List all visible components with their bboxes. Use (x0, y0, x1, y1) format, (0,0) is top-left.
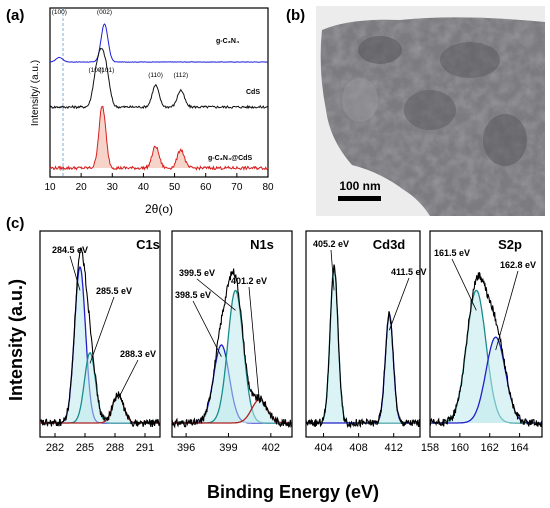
xps-panel-cd3d: Cd3d 405.2 eV 411.5 eV 404 408 412 (305, 230, 427, 454)
panel-a: (a) (100) (002)(100)(101)(110) (112) g-C₃N… (6, 7, 274, 216)
xrd-tick-label: 40 (138, 182, 150, 193)
xrd-tick-label: 80 (262, 182, 274, 193)
xps-tick-label: 408 (349, 442, 367, 454)
xrd-tick-label: 30 (107, 182, 119, 193)
xps-label-arrow (117, 359, 139, 400)
xps-tick-label: 160 (451, 442, 469, 454)
xps-component-fill (306, 313, 420, 423)
xps-label-arrow (495, 270, 519, 351)
scale-bar-label: 100 nm (339, 179, 380, 193)
xrd-fill-composite (50, 106, 268, 170)
panel-c: (c) Intensity (a.u.) Binding Energy (eV)… (6, 215, 543, 502)
xrd-tick-label: 20 (76, 182, 88, 193)
xrd-x-ticks: 10 20 30 40 50 60 70 80 (44, 173, 274, 193)
xps-panel-title: Cd3d (373, 237, 406, 252)
xps-subpanels: C1s 284.5 eV 285.5 eV 288.3 eV 282 285 288 291 N… (39, 230, 543, 454)
xrd-peak-labels: (100) (002)(100)(101)(110) (112) (52, 9, 188, 79)
scale-bar (338, 196, 381, 201)
xps-panel-c1s: C1s 284.5 eV 285.5 eV 288.3 eV 282 285 288 291 (39, 230, 161, 454)
panel-a-letter: (a) (6, 7, 24, 24)
xrd-tick-label: 50 (169, 182, 181, 193)
xps-peak-label: 401.2 eV (231, 276, 267, 286)
xrd-peak-label: (112) (173, 72, 188, 79)
xps-measured-line (39, 247, 161, 427)
xps-tick-label: 396 (177, 442, 195, 454)
xps-tick-label: 158 (421, 442, 439, 454)
xps-frame (429, 230, 543, 438)
xps-tick-label: 162 (481, 442, 499, 454)
series-label-cds: CdS (246, 89, 260, 96)
xps-tick-label: 412 (385, 442, 403, 454)
xps-panel-title: S2p (498, 237, 522, 252)
panel-a-frame (49, 7, 269, 178)
panel-c-letter: (c) (6, 215, 24, 232)
xps-peak-label: 405.2 eV (313, 239, 349, 249)
panel-b: (b) 100 nm (286, 6, 545, 216)
panel-b-letter: (b) (286, 7, 305, 24)
xps-tick-label: 291 (136, 442, 154, 454)
xrd-peak-label: (002) (97, 9, 112, 16)
panel-c-xlabel: Binding Energy (eV) (207, 482, 379, 502)
xps-component-fill (172, 290, 292, 423)
xps-label-arrow (330, 249, 335, 291)
xps-panel-title: C1s (136, 237, 160, 252)
tem-image (320, 17, 545, 216)
xps-peak-label: 161.5 eV (434, 248, 470, 258)
xps-component-fill (430, 337, 542, 423)
xps-peak-label: 399.5 eV (179, 268, 215, 278)
xps-tick-label: 288 (106, 442, 124, 454)
xps-panel-s2p: S2p 161.5 eV 162.8 eV 158 160 162 164 (421, 230, 543, 454)
panel-a-xlabel: 2θ(ο) (145, 202, 173, 216)
series-label-gcn: g-C₃N₄ (216, 38, 239, 45)
xps-measured-line (171, 268, 292, 429)
xrd-peak-label: (101) (99, 67, 114, 74)
xps-component-fill (306, 267, 420, 423)
xrd-curves (49, 23, 269, 172)
xps-peak-label: 288.3 eV (120, 349, 156, 359)
xps-label-arrow (388, 277, 410, 331)
xrd-peak-label: (100) (52, 9, 67, 16)
xps-peak-label: 285.5 eV (96, 286, 132, 296)
panel-a-ylabel: Intensity/ (a.u.) (30, 60, 41, 126)
xrd-tick-label: 60 (200, 182, 212, 193)
xps-frame (305, 230, 421, 438)
xps-peak-label: 162.8 eV (500, 260, 536, 270)
xps-measured-line (305, 264, 421, 429)
xps-tick-label: 404 (314, 442, 332, 454)
xps-tick-label: 399 (219, 442, 237, 454)
xrd-peak-label: (110) (148, 72, 163, 79)
xps-tick-label: 285 (76, 442, 94, 454)
xps-label-arrow (248, 286, 260, 404)
xrd-line-0 (49, 23, 268, 63)
xps-label-arrow (192, 300, 222, 357)
xps-peak-label: 411.5 eV (391, 267, 427, 277)
xps-component-line (306, 312, 420, 424)
xps-measured-line (429, 272, 543, 427)
xps-peak-label: 284.5 eV (52, 245, 88, 255)
xrd-tick-label: 70 (231, 182, 243, 193)
panel-c-ylabel: Intensity (a.u.) (6, 279, 26, 401)
xrd-line-2 (49, 105, 269, 172)
xps-frame (171, 230, 293, 438)
xps-frame (39, 230, 161, 438)
xrd-peak-label: (100) (88, 67, 103, 74)
xps-peak-label: 398.5 eV (175, 290, 211, 300)
xps-label-arrow (196, 278, 236, 311)
xps-label-arrow (89, 296, 115, 364)
xps-tick-label: 282 (46, 442, 64, 454)
xps-label-arrow (69, 255, 81, 291)
xrd-line-1 (49, 47, 269, 110)
xps-tick-label: 164 (510, 442, 528, 454)
xps-component-fill (430, 290, 542, 423)
xps-label-arrow (451, 258, 477, 311)
xps-component-fill (172, 399, 292, 423)
xrd-tick-label: 10 (44, 182, 56, 193)
xps-component-line (306, 265, 420, 424)
xps-panel-title: N1s (250, 237, 274, 252)
series-label-composite: g-C₃N₄@CdS (208, 155, 252, 162)
xps-tick-label: 402 (262, 442, 280, 454)
xps-panel-n1s: N1s 398.5 eV 399.5 eV 401.2 eV 396 399 402 (171, 230, 293, 454)
